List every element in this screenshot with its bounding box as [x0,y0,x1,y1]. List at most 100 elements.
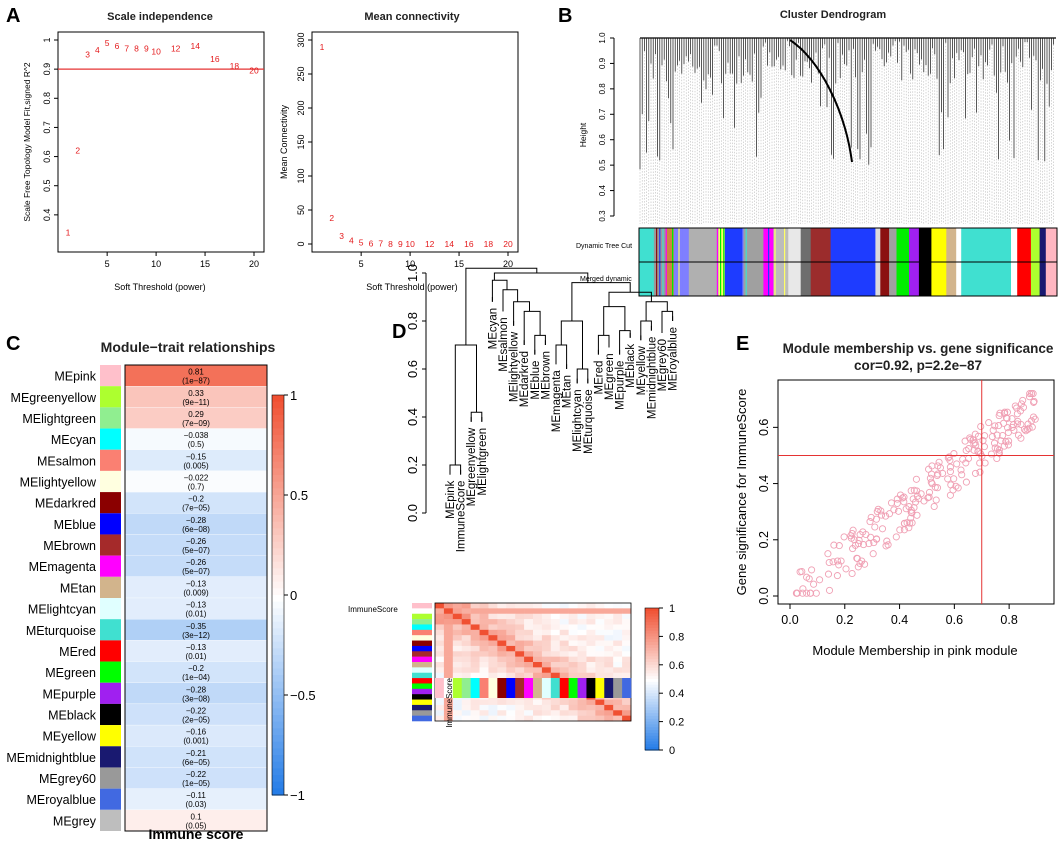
adjacency-cell [506,629,516,636]
eigengene-leaf-label: MEturquoise [583,389,595,454]
power-point: 6 [369,238,374,248]
gene-point [911,498,920,506]
p-value: (1e−87) [182,377,210,386]
adjacency-cell [568,603,578,609]
colorbar-tick-label: 0.8 [669,631,684,643]
adjacency-cell [577,651,587,657]
adjacency-cell [479,640,489,647]
y-tick-label: 0.2 [405,456,420,474]
adjacency-cell [595,710,605,716]
adjacency-cell [461,667,471,674]
p-value: (3e−12) [182,631,210,640]
adjacency-cell [568,699,578,706]
module-label: MEpurple [43,687,97,701]
power-point: 7 [378,238,383,248]
adjacency-cell [541,710,552,716]
module-color-swatch [100,640,121,662]
colorbar-segment [272,601,284,609]
adjacency-cell [533,667,543,674]
adjacency-cell [488,672,498,679]
colorbar-segment [272,701,284,709]
adjacency-cell [586,710,596,716]
membership-xlabel: Module Membership in pink module [812,643,1017,658]
adjacency-cell [524,651,534,657]
adjacency-cell [506,613,516,620]
adjacency-cell [452,699,463,706]
adjacency-cell [506,704,516,711]
dendro-merge [523,310,541,345]
correlation-value: −0.22 [186,770,207,779]
colorbar-segment [645,690,659,694]
gene-point [987,450,995,458]
y-tick-label: 0.4 [757,475,771,492]
gene-point [824,570,833,578]
gene-point [935,458,943,466]
eigengene-leaf-label: MEmagenta [551,370,563,433]
adjacency-cell [595,715,605,722]
colorbar-tick-label: 0 [669,745,675,757]
panel-label-c: C [6,333,20,355]
adjacency-cell [622,619,632,625]
y-tick-label: 1 [42,37,52,42]
adjacency-cell [470,710,480,716]
y-tick-label: 150 [296,134,306,149]
x-tick-label: 10 [405,259,415,269]
adjacency-cell [479,613,489,620]
heatmap-xlabel: Immune score [149,826,244,842]
adjacency-cell [550,656,561,663]
adjacency-cell [461,710,471,716]
colorbar-segment [645,732,659,737]
gene-point [884,541,892,549]
row-color-swatch [412,651,432,657]
adjacency-cell [497,710,507,716]
eigengene-leaf-label: MEsalmon [498,317,510,371]
adjacency-cell [461,603,471,609]
adjacency-cell [470,662,480,668]
gene-point [900,519,909,527]
colorbar-segment [272,501,284,509]
adjacency-cell [435,635,445,641]
adjacency-cell [533,715,543,722]
gene-point [1027,417,1036,425]
adjacency-cell [568,656,578,663]
adjacency-cell [497,667,507,674]
merged-dynamic-label: Merged dynamic [580,276,632,283]
adjacency-cell [541,608,552,615]
adjacency-cell [568,640,578,647]
p-value: (0.001) [183,737,209,746]
adjacency-cell [550,651,561,657]
adjacency-cell [568,624,578,631]
gene-point [871,523,879,531]
adjacency-cell [524,672,534,679]
mean-connectivity-title: Mean connectivity [364,11,460,23]
y-tick-label: 1.0 [405,264,420,282]
adjacency-cell [550,624,561,631]
adjacency-cell [577,656,587,663]
adjacency-cell [577,624,587,631]
y-tick-label: 0.8 [598,83,607,95]
adjacency-cell [622,672,632,679]
gene-point [890,506,898,514]
p-value: (0.009) [183,588,209,597]
adjacency-cell [524,710,534,716]
x-tick-label: 0.0 [781,613,798,627]
adjacency-cell [550,619,561,625]
module-color-swatch [100,619,121,641]
colorbar-segment [272,568,284,576]
y-tick-label: 0.6 [42,150,52,163]
adjacency-cell [604,608,614,615]
colorbar-segment [645,630,659,635]
y-tick-label: 200 [296,100,306,115]
colorbar-segment [272,415,284,423]
adjacency-cell [595,613,605,620]
gene-point [907,514,915,522]
module-color-swatch [100,428,121,450]
gene-point [997,437,1005,445]
adjacency-cell [622,651,632,657]
adjacency-row-label: ImmuneScore [348,605,398,614]
p-value: (0.01) [186,610,207,619]
gene-point [869,550,877,558]
adjacency-cell [515,619,525,625]
power-point: 8 [388,239,393,249]
adjacency-cell [604,699,614,706]
